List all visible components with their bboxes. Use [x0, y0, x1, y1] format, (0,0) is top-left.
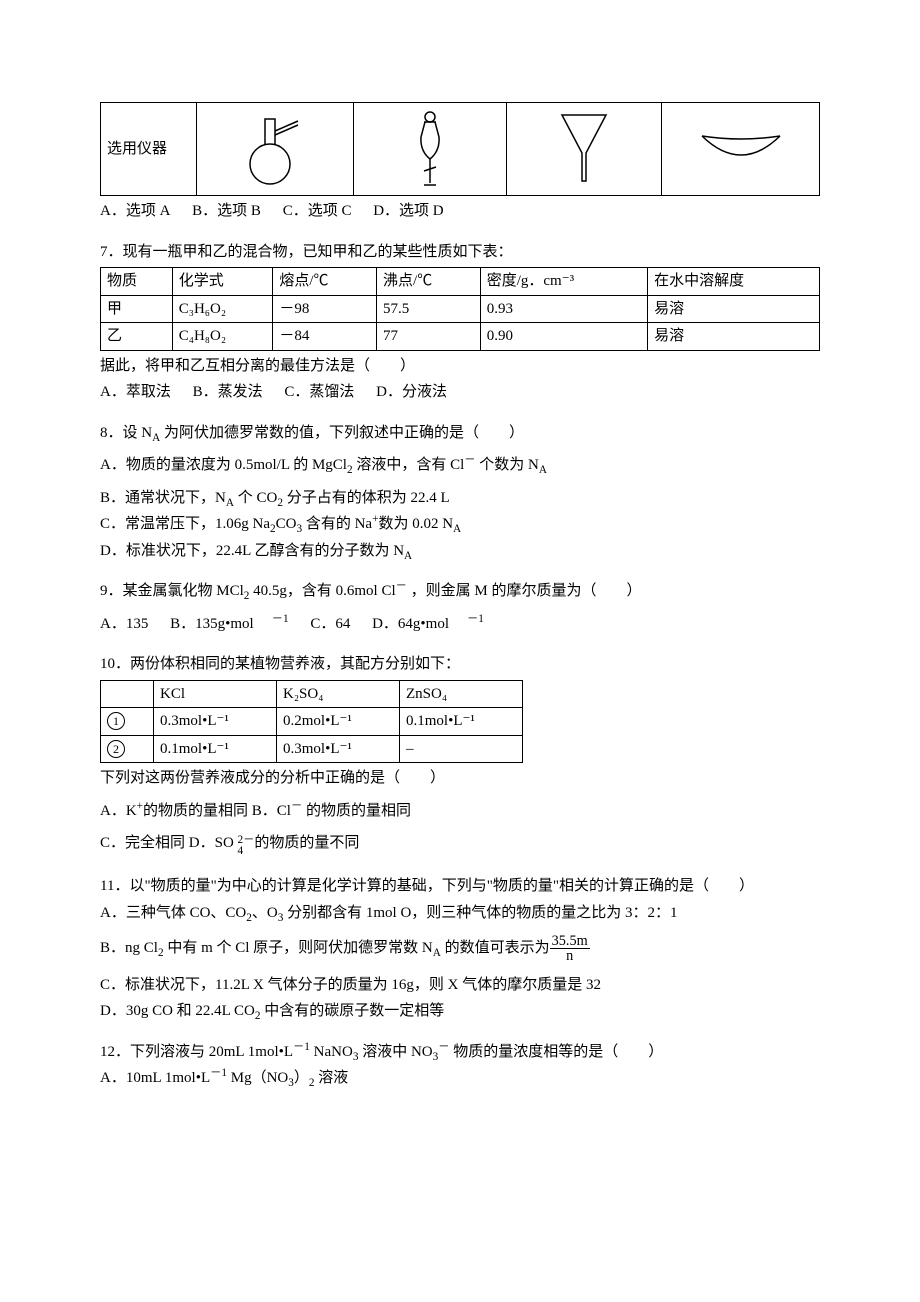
question-8: 8．设 NA 为阿伏加德罗常数的值，下列叙述中正确的是（ ） A．物质的量浓度为…	[100, 422, 820, 563]
apparatus-cell-c	[506, 103, 661, 196]
question-7: 7．现有一瓶甲和乙的混合物，已知甲和乙的某些性质如下表： 物质 化学式 熔点/℃…	[100, 241, 820, 404]
q8-option-d: D．标准状况下，22.4L 乙醇含有的分子数为 NA	[100, 540, 820, 563]
question-12: 12．下列溶液与 20mL 1mol•L－1 NaNO3 溶液中 NO3－ 物质…	[100, 1041, 820, 1090]
question-11: 11．以"物质的量"为中心的计算是化学计算的基础，下列与"物质的量"相关的计算正…	[100, 875, 820, 1023]
q11-option-d: D．30g CO 和 22.4L CO2 中含有的碳原子数一定相等	[100, 1000, 820, 1023]
fraction-icon: 35.5mn	[550, 934, 590, 964]
q7-h0: 物质	[101, 268, 173, 296]
q6-option-b: B．选项 B	[192, 203, 261, 219]
q7-options: A．萃取法 B．蒸发法 C．蒸馏法 D．分液法	[100, 381, 820, 404]
q8-option-c: C．常温常压下，1.06g Na2CO3 含有的 Na+数为 0.02 NA	[100, 513, 820, 536]
q8-stem: 8．设 NA 为阿伏加德罗常数的值，下列叙述中正确的是（ ）	[100, 422, 820, 445]
question-10: 10．两份体积相同的某植物营养液，其配方分别如下： KCl K₂SO₄ ZnSO…	[100, 653, 820, 857]
q10-options-cd: C．完全相同 D．SO 2－4的物质的量不同	[100, 832, 820, 857]
q7-h3: 沸点/℃	[377, 268, 481, 296]
q7-option-c: C．蒸馏法	[284, 384, 354, 400]
q9-option-b: B．135g•mol－1	[170, 616, 288, 632]
apparatus-cell-d	[662, 103, 820, 196]
q11-option-b: B．ng Cl2 中有 m 个 Cl 原子，则阿伏加德罗常数 NA 的数值可表示…	[100, 934, 820, 964]
q6-options: A．选项 A B．选项 B C．选项 C D．选项 D	[100, 200, 820, 223]
q10-options-ab: A．K+的物质的量相同 B．Cl－ 的物质的量相同	[100, 800, 820, 823]
q7-h5: 在水中溶解度	[648, 268, 820, 296]
q10-stem: 10．两份体积相同的某植物营养液，其配方分别如下：	[100, 653, 820, 676]
q12-option-a: A．10mL 1mol•L－1 Mg（NO3）2 溶液	[100, 1067, 820, 1090]
q7-h2: 熔点/℃	[273, 268, 377, 296]
distillation-flask-icon	[240, 109, 310, 189]
q9-stem: 9．某金属氯化物 MCl2 40.5g，含有 0.6mol Cl－ ，则金属 M…	[100, 580, 820, 603]
q7-h1: 化学式	[172, 268, 273, 296]
q12-stem: 12．下列溶液与 20mL 1mol•L－1 NaNO3 溶液中 NO3－ 物质…	[100, 1041, 820, 1064]
apparatus-cell-a	[197, 103, 353, 196]
q10-tail: 下列对这两份营养液成分的分析中正确的是（ ）	[100, 767, 820, 790]
q10-option-d: D．SO 2－4的物质的量不同	[189, 835, 360, 851]
q7-stem: 7．现有一瓶甲和乙的混合物，已知甲和乙的某些性质如下表：	[100, 241, 820, 264]
q6-option-c: C．选项 C	[283, 203, 352, 219]
question-6-fragment: 选用仪器	[100, 102, 820, 223]
q7-option-d: D．分液法	[376, 384, 447, 400]
q11-option-a: A．三种气体 CO、CO2、O3 分别都含有 1mol O，则三种气体的物质的量…	[100, 902, 820, 925]
q9-options: A．135 B．135g•mol－1 C．64 D．64g•mol－1	[100, 613, 820, 636]
q7-option-b: B．蒸发法	[193, 384, 263, 400]
q9-option-c: C．64	[310, 616, 350, 632]
apparatus-table: 选用仪器	[100, 102, 820, 196]
apparatus-row-label: 选用仪器	[101, 103, 197, 196]
separating-funnel-icon	[410, 109, 450, 189]
q9-option-d: D．64g•mol－1	[372, 616, 484, 632]
q6-option-a: A．选项 A	[100, 203, 170, 219]
funnel-icon	[554, 109, 614, 189]
q7-row-2: 乙 C₄H₈O₂ －84 77 0.90 易溶	[101, 323, 820, 351]
q8-option-a: A．物质的量浓度为 0.5mol/L 的 MgCl2 溶液中，含有 Cl－ 个数…	[100, 454, 820, 477]
q10-option-c: C．完全相同	[100, 835, 185, 851]
q10-option-b: B．Cl－ 的物质的量相同	[252, 803, 411, 819]
q10-table: KCl K₂SO₄ ZnSO₄ 1 0.3mol•L⁻¹ 0.2mol•L⁻¹ …	[100, 680, 523, 764]
circled-2: 2	[107, 740, 125, 758]
q7-header-row: 物质 化学式 熔点/℃ 沸点/℃ 密度/g．cm⁻³ 在水中溶解度	[101, 268, 820, 296]
q11-stem: 11．以"物质的量"为中心的计算是化学计算的基础，下列与"物质的量"相关的计算正…	[100, 875, 820, 898]
question-9: 9．某金属氯化物 MCl2 40.5g，含有 0.6mol Cl－ ，则金属 M…	[100, 580, 820, 635]
q7-h4: 密度/g．cm⁻³	[480, 268, 647, 296]
q7-table: 物质 化学式 熔点/℃ 沸点/℃ 密度/g．cm⁻³ 在水中溶解度 甲 C₃H₆…	[100, 267, 820, 351]
apparatus-cell-b	[353, 103, 506, 196]
q8-option-b: B．通常状况下，NA 个 CO2 分子占有的体积为 22.4 L	[100, 487, 820, 510]
q6-option-d: D．选项 D	[373, 203, 443, 219]
q10-option-a: A．K+的物质的量相同	[100, 803, 248, 819]
q7-tail: 据此，将甲和乙互相分离的最佳方法是（ ）	[100, 355, 820, 378]
evaporating-dish-icon	[696, 124, 786, 174]
circled-1: 1	[107, 712, 125, 730]
q11-option-c: C．标准状况下，11.2L X 气体分子的质量为 16g，则 X 气体的摩尔质量…	[100, 974, 820, 997]
q7-row-1: 甲 C₃H₆O₂ －98 57.5 0.93 易溶	[101, 295, 820, 323]
q9-option-a: A．135	[100, 616, 148, 632]
q7-option-a: A．萃取法	[100, 384, 171, 400]
